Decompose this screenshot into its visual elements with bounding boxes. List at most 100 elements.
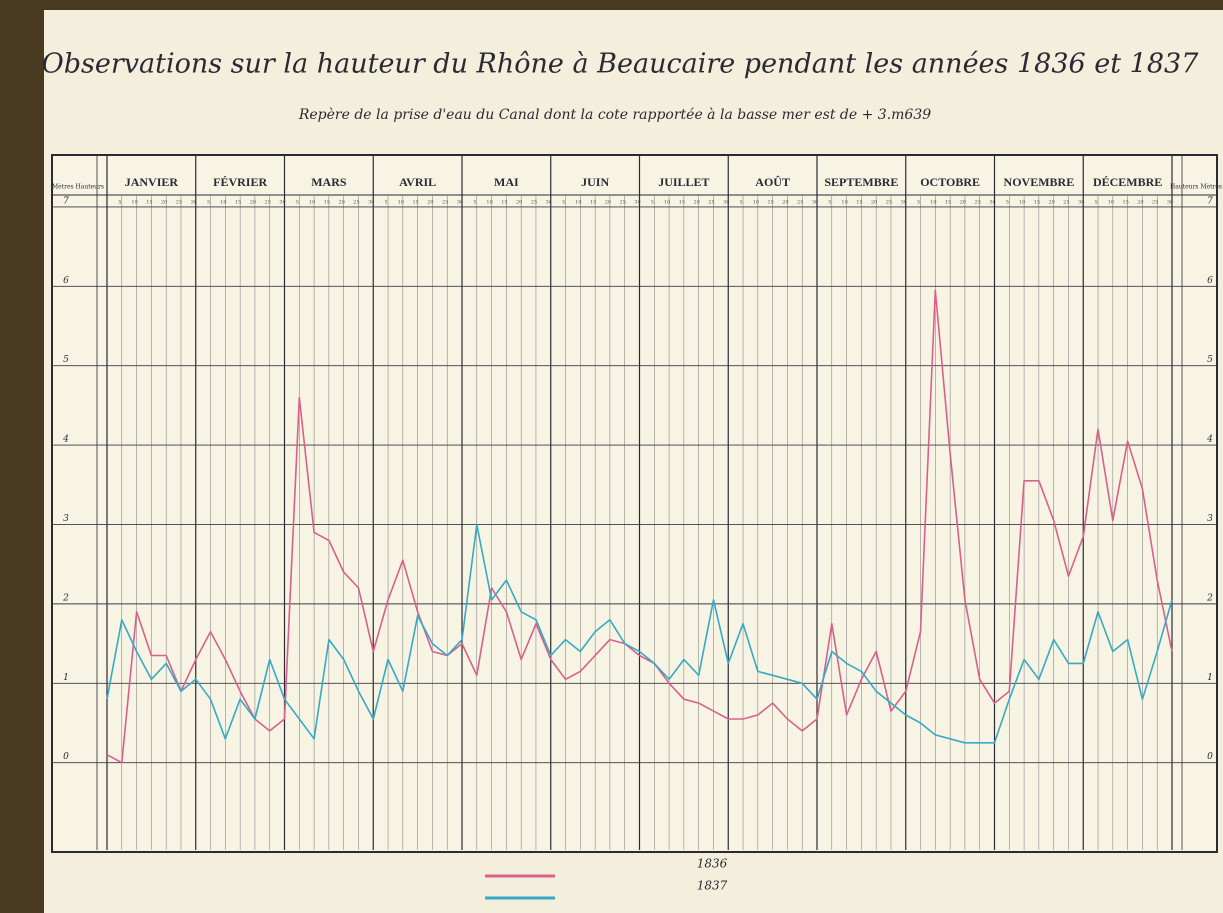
- x-tick-label: MARS: [311, 175, 347, 189]
- day-tick-label: 15: [501, 200, 507, 206]
- day-tick-label: 5: [118, 200, 121, 206]
- day-tick-label: 30: [1078, 200, 1084, 206]
- day-tick-label: 5: [828, 200, 831, 206]
- day-tick-label: 30: [812, 200, 818, 206]
- y-tick-label: 6: [63, 276, 69, 286]
- day-tick-label: 20: [250, 200, 256, 206]
- day-tick-label: 15: [146, 200, 152, 206]
- x-tick-label: JUILLET: [658, 175, 709, 189]
- day-tick-label: 5: [296, 200, 299, 206]
- x-tick-label: OCTOBRE: [920, 175, 980, 189]
- day-tick-label: 10: [1108, 200, 1114, 206]
- day-tick-label: 20: [605, 200, 611, 206]
- day-tick-label: 5: [739, 200, 742, 206]
- y-axis-label: Hauteurs Mètres: [1170, 184, 1222, 191]
- day-tick-label: 15: [1034, 200, 1040, 206]
- x-tick-label: MAI: [494, 175, 519, 189]
- day-tick-label: 20: [516, 200, 522, 206]
- day-tick-label: 25: [176, 200, 182, 206]
- y-tick-label: 7: [1207, 196, 1213, 206]
- y-tick-label: 7: [63, 196, 69, 206]
- data-line: [106, 289, 1173, 764]
- data-line: [106, 523, 1173, 744]
- y-tick-label: 2: [62, 593, 69, 603]
- day-tick-label: 30: [546, 200, 552, 206]
- day-tick-label: 30: [457, 200, 463, 206]
- day-tick-label: 25: [353, 200, 359, 206]
- day-tick-label: 20: [1137, 200, 1143, 206]
- day-tick-label: 20: [427, 200, 433, 206]
- day-tick-label: 5: [917, 200, 920, 206]
- day-tick-label: 5: [1006, 200, 1009, 206]
- day-tick-label: 20: [161, 200, 167, 206]
- day-tick-label: 10: [753, 200, 759, 206]
- day-tick-label: 25: [265, 200, 271, 206]
- day-tick-label: 30: [279, 200, 285, 206]
- day-tick-label: 25: [1152, 200, 1158, 206]
- chart-subtitle: Repère de la prise d'eau du Canal dont l…: [298, 107, 931, 123]
- day-tick-label: 5: [473, 200, 476, 206]
- day-tick-label: 20: [782, 200, 788, 206]
- x-tick-label: JANVIER: [125, 175, 179, 189]
- x-tick-label: FÉVRIER: [213, 175, 267, 189]
- y-tick-label: 0: [1207, 752, 1213, 762]
- chart-title: Observations sur la hauteur du Rhône à B…: [42, 49, 1200, 80]
- day-tick-label: 15: [590, 200, 596, 206]
- y-tick-label: 4: [62, 435, 69, 445]
- y-tick-label: 1: [1207, 673, 1213, 683]
- legend-label: 1836: [697, 857, 728, 871]
- plot: [106, 289, 1173, 764]
- chart-frame: [51, 154, 1218, 853]
- y-tick-label: 4: [1206, 435, 1213, 445]
- x-tick-label: SEPTEMBRE: [824, 175, 898, 189]
- day-tick-label: 20: [338, 200, 344, 206]
- day-tick-label: 15: [235, 200, 241, 206]
- day-tick-label: 30: [901, 200, 907, 206]
- day-tick-label: 30: [368, 200, 374, 206]
- day-tick-label: 5: [651, 200, 654, 206]
- grid: [52, 155, 1217, 850]
- day-tick-label: 25: [442, 200, 448, 206]
- day-tick-label: 25: [620, 200, 626, 206]
- day-tick-label: 25: [975, 200, 981, 206]
- day-tick-label: 5: [207, 200, 210, 206]
- y-tick-label: 5: [63, 355, 69, 365]
- day-tick-label: 15: [856, 200, 862, 206]
- day-tick-label: 15: [767, 200, 773, 206]
- day-tick-label: 30: [191, 200, 197, 206]
- day-tick-label: 10: [486, 200, 492, 206]
- day-tick-label: 5: [384, 200, 387, 206]
- day-tick-label: 15: [324, 200, 330, 206]
- day-tick-label: 25: [797, 200, 803, 206]
- day-tick-label: 20: [960, 200, 966, 206]
- day-tick-label: 15: [412, 200, 418, 206]
- day-tick-label: 25: [886, 200, 892, 206]
- day-tick-label: 10: [575, 200, 581, 206]
- day-tick-label: 20: [871, 200, 877, 206]
- y-tick-label: 5: [1207, 355, 1213, 365]
- day-tick-label: 30: [1167, 200, 1173, 206]
- x-tick-label: AVRIL: [399, 175, 436, 189]
- x-tick-label: NOVEMBRE: [1004, 175, 1075, 189]
- day-tick-label: 15: [679, 200, 685, 206]
- day-tick-label: 5: [562, 200, 565, 206]
- y-tick-label: 2: [1206, 593, 1213, 603]
- day-tick-label: 10: [1019, 200, 1025, 206]
- y-tick-label: 6: [1207, 276, 1213, 286]
- day-tick-label: 10: [131, 200, 137, 206]
- day-tick-label: 30: [723, 200, 729, 206]
- y-axis-label: Mètres Hauteurs: [52, 184, 104, 191]
- day-tick-label: 20: [1048, 200, 1054, 206]
- day-tick-label: 10: [930, 200, 936, 206]
- day-tick-label: 10: [309, 200, 315, 206]
- day-tick-label: 15: [1122, 200, 1128, 206]
- legend-label: 1837: [697, 879, 728, 893]
- y-tick-label: 1: [63, 673, 69, 683]
- day-tick-label: 20: [693, 200, 699, 206]
- y-tick-label: 3: [63, 514, 69, 524]
- day-tick-label: 10: [841, 200, 847, 206]
- day-tick-label: 10: [220, 200, 226, 206]
- x-tick-label: JUIN: [581, 175, 609, 189]
- x-tick-label: DÉCEMBRE: [1093, 175, 1162, 189]
